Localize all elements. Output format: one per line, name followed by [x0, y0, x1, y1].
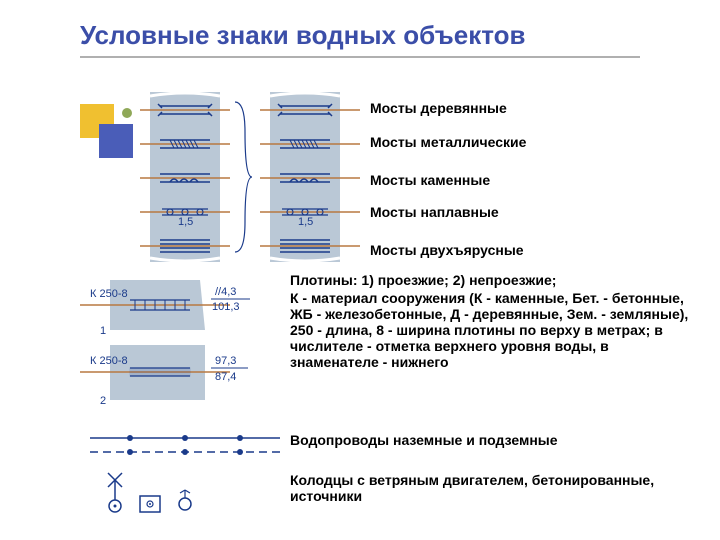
pipelines-diagram — [90, 430, 280, 460]
label-wooden-bridges: Мосты деревянные — [370, 100, 507, 116]
svg-text:1,5: 1,5 — [298, 216, 313, 228]
bridges-diagram: 1,5 1,5 — [140, 92, 360, 262]
slide-title: Условные знаки водных объектов — [80, 20, 526, 51]
dams-diagram: К 250-8 //4,3 101,3 1 К 250-8 97,3 87,4 … — [80, 280, 280, 420]
svg-text:1,5: 1,5 — [178, 216, 193, 228]
svg-text:1: 1 — [100, 325, 106, 337]
wells-diagram — [100, 470, 270, 515]
svg-text://4,3: //4,3 — [215, 286, 236, 298]
svg-text:97,3: 97,3 — [215, 355, 236, 367]
label-floating-bridges: Мосты наплавные — [370, 204, 499, 220]
title-underline — [80, 56, 640, 58]
label-dams-heading: Плотины: 1) проезжие; 2) непроезжие; — [290, 272, 690, 288]
label-dams-body: К - материал сооружения (К - каменные, Б… — [290, 290, 700, 370]
label-wells: Колодцы с ветряным двигателем, бетониров… — [290, 472, 690, 504]
label-twotier-bridges: Мосты двухъярусные — [370, 242, 524, 258]
label-metal-bridges: Мосты металлические — [370, 134, 526, 150]
svg-text:К 250-8: К 250-8 — [90, 355, 128, 367]
decor-blue-square — [99, 124, 133, 158]
svg-text:К 250-8: К 250-8 — [90, 288, 128, 300]
svg-text:87,4: 87,4 — [215, 371, 236, 383]
label-stone-bridges: Мосты каменные — [370, 172, 490, 188]
svg-text:2: 2 — [100, 395, 106, 407]
svg-text:101,3: 101,3 — [212, 301, 240, 313]
decor-bullet — [122, 108, 132, 118]
label-pipes: Водопроводы наземные и подземные — [290, 432, 690, 448]
